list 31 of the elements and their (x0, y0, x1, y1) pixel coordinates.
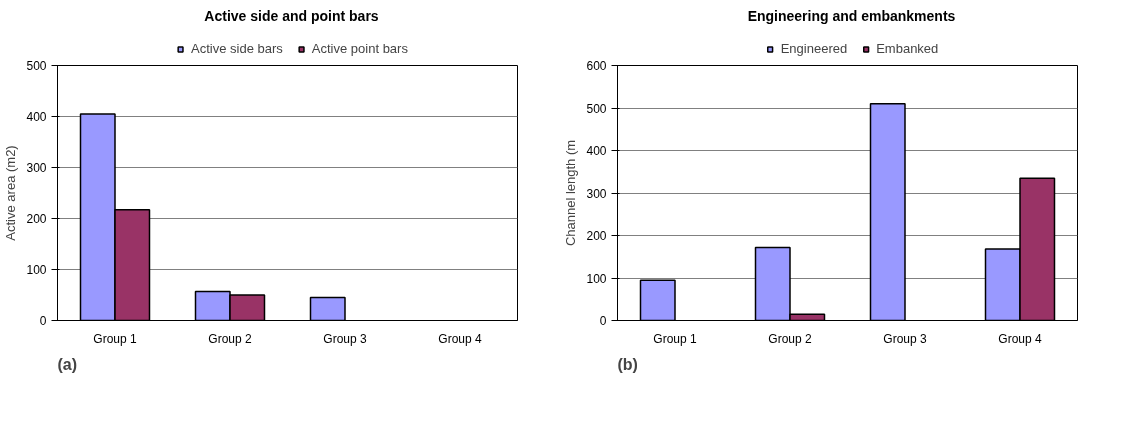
y-tick-label: 200 (586, 229, 607, 243)
x-tick-label: Group 3 (883, 331, 928, 346)
text: (a) (57, 355, 78, 373)
y-tick-label: 100 (26, 263, 47, 277)
y-tick-label: 600 (586, 59, 607, 73)
y-tick-label: 500 (26, 59, 47, 73)
y-axis-title: Channel length (m (563, 139, 579, 247)
y-tick-label: 0 (599, 314, 607, 328)
x-tick-label: Group 1 (93, 331, 138, 346)
chart-title: Active side and point bars (204, 7, 379, 24)
legend-label: Embanked (876, 41, 939, 56)
y-tick-label: 100 (586, 271, 607, 286)
x-tick-label: Group 4 (438, 331, 483, 346)
y-tick-label: 400 (26, 110, 47, 124)
y-tick-label: 400 (586, 144, 607, 158)
text: (b) (617, 355, 638, 373)
x-tick-label: Group 3 (323, 331, 368, 346)
y-tick-label: 0 (39, 314, 47, 328)
y-axis-title: Active area (m2) (3, 145, 19, 241)
y-tick-label: 200 (26, 212, 47, 226)
legend-label: Active side bars (191, 41, 283, 56)
legend-label: Active point bars (311, 41, 408, 56)
x-tick-label: Group 2 (208, 331, 253, 346)
legend-label: Engineered (780, 41, 848, 56)
chart-title: Engineering and embankments (747, 7, 956, 24)
x-tick-label: Group 4 (998, 331, 1043, 346)
y-tick-label: 500 (586, 101, 607, 116)
y-tick-label: 300 (26, 161, 47, 175)
x-tick-label: Group 1 (653, 331, 698, 346)
x-tick-label: Group 2 (768, 331, 813, 346)
y-tick-label: 300 (586, 186, 607, 201)
